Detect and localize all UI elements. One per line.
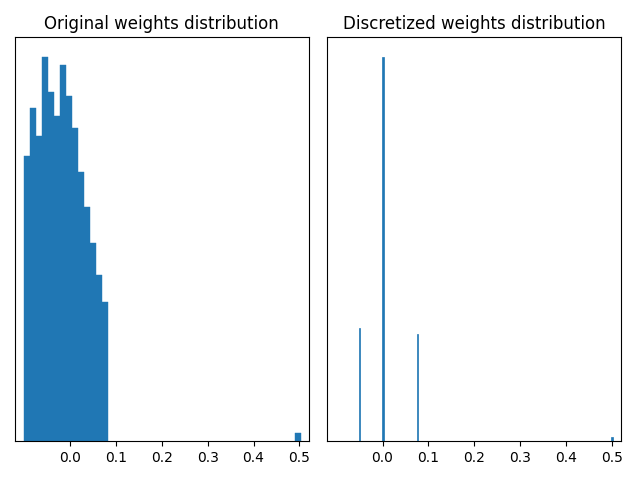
Bar [24, 156, 30, 441]
Bar [48, 92, 54, 441]
Title: Original weights distribution: Original weights distribution [44, 15, 279, 33]
Bar [42, 57, 48, 441]
Bar [102, 302, 108, 441]
Bar [359, 328, 360, 441]
Bar [382, 57, 384, 441]
Bar [54, 116, 60, 441]
Bar [295, 432, 301, 441]
Bar [60, 64, 66, 441]
Bar [66, 96, 72, 441]
Bar [611, 436, 612, 441]
Bar [417, 334, 418, 441]
Bar [84, 207, 90, 441]
Bar [90, 243, 96, 441]
Bar [96, 275, 102, 441]
Bar [72, 128, 78, 441]
Title: Discretized weights distribution: Discretized weights distribution [343, 15, 605, 33]
Bar [30, 108, 36, 441]
Bar [78, 171, 84, 441]
Bar [36, 136, 42, 441]
